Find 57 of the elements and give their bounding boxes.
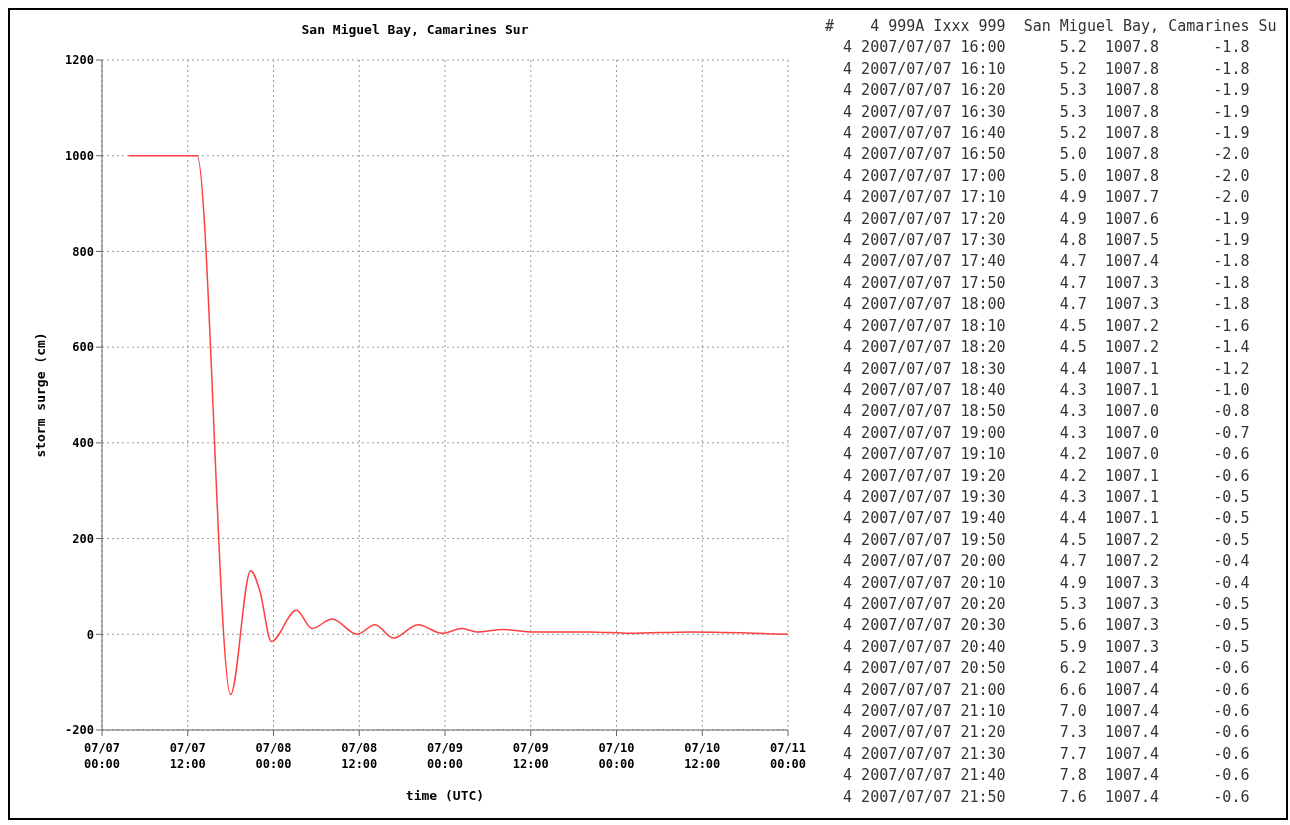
- text: 4 2007/07/07 17:50 4.7 1007.3 -1.8: [842, 272, 1251, 294]
- text: 4 2007/07/07 21:00 6.6 1007.4 -0.6: [842, 679, 1251, 701]
- y-tick-label: 0: [86, 627, 94, 642]
- text: 4 2007/07/07 16:20 5.3 1007.8 -1.9: [842, 80, 1251, 102]
- text: 4 2007/07/07 16:50 5.0 1007.8 -2.0: [842, 144, 1251, 166]
- text: 4 2007/07/07 20:20 5.3 1007.3 -0.5: [842, 593, 1251, 615]
- text: 4 2007/07/07 21:40 7.8 1007.4 -0.6: [842, 765, 1251, 787]
- text: 4 2007/07/07 16:10 5.2 1007.8 -1.8: [842, 58, 1251, 80]
- text: 4 2007/07/07 19:10 4.2 1007.0 -0.6: [842, 444, 1251, 466]
- text: 4 2007/07/07 21:20 7.3 1007.4 -0.6: [842, 722, 1251, 744]
- x-tick-label: 07/08 00:00: [255, 741, 292, 771]
- text: 4 2007/07/07 17:30 4.8 1007.5 -1.9: [842, 230, 1251, 252]
- y-tick-label: 1200: [65, 53, 94, 68]
- y-tick-label: 800: [72, 244, 94, 259]
- text: 4 2007/07/07 21:50 7.6 1007.4 -0.6: [842, 786, 1251, 808]
- x-tick-label: 07/08 12:00: [341, 741, 378, 771]
- text: 4 2007/07/07 17:40 4.7 1007.4 -1.8: [842, 251, 1251, 273]
- x-tick-label: 07/10 12:00: [684, 741, 721, 771]
- x-tick-label: 07/11 00:00: [769, 741, 807, 771]
- text: 4 2007/07/07 19:00 4.3 1007.0 -0.7: [842, 422, 1251, 444]
- text: 4 2007/07/07 21:30 7.7 1007.4 -0.6: [842, 743, 1251, 765]
- text: 4 2007/07/07 16:40 5.2 1007.8 -1.9: [842, 123, 1251, 145]
- y-axis-title: storm surge (cm): [32, 332, 48, 458]
- text: 4 2007/07/07 18:00 4.7 1007.3 -1.8: [842, 294, 1251, 316]
- x-tick-label: 07/07 00:00: [83, 741, 121, 771]
- y-tick-label: 600: [72, 340, 94, 355]
- text: 4 2007/07/07 19:20 4.2 1007.1 -0.6: [842, 465, 1251, 487]
- text: 4 2007/07/07 17:20 4.9 1007.6 -1.9: [842, 208, 1251, 230]
- x-tick-label: 07/09 12:00: [512, 741, 549, 771]
- text: 4 2007/07/07 20:00 4.7 1007.2 -0.4: [842, 551, 1251, 573]
- y-tick-label: 200: [72, 531, 94, 546]
- text: 4 2007/07/07 18:20 4.5 1007.2 -1.4: [842, 337, 1251, 359]
- text: 4 2007/07/07 19:50 4.5 1007.2 -0.5: [842, 529, 1251, 551]
- y-tick-label: 1000: [65, 148, 94, 163]
- text: 4 2007/07/07 19:40 4.4 1007.1 -0.5: [842, 508, 1251, 530]
- x-tick-label: 07/07 12:00: [169, 741, 206, 771]
- text: 4 2007/07/07 16:30 5.3 1007.8 -1.9: [842, 101, 1251, 123]
- x-tick-label: 07/09 00:00: [426, 741, 464, 771]
- chart-title: San Miguel Bay, Camarines Sur: [300, 22, 530, 37]
- text: 4 2007/07/07 18:30 4.4 1007.1 -1.2: [842, 358, 1251, 380]
- text: 4 2007/07/07 18:50 4.3 1007.0 -0.8: [842, 401, 1251, 423]
- text: 4 2007/07/07 21:10 7.0 1007.4 -0.6: [842, 701, 1251, 722]
- x-axis-title: time (UTC): [405, 788, 485, 803]
- x-tick-label: 07/10 00:00: [598, 741, 635, 771]
- text: # 4 999A Ixxx 999 San Miguel Bay, Camarines Su: [825, 16, 1278, 37]
- y-tick-label: -200: [65, 723, 94, 738]
- text: 4 2007/07/07 20:10 4.9 1007.3 -0.4: [842, 572, 1251, 594]
- text: 4 2007/07/07 20:50 6.2 1007.4 -0.6: [842, 658, 1251, 680]
- text: 4 2007/07/07 18:10 4.5 1007.2 -1.6: [842, 315, 1251, 337]
- text: 4 2007/07/07 20:40 5.9 1007.3 -0.5: [842, 636, 1251, 658]
- text: 4 2007/07/07 18:40 4.3 1007.1 -1.0: [842, 379, 1251, 401]
- text: 4 2007/07/07 20:30 5.6 1007.3 -0.5: [842, 615, 1251, 637]
- text: 4 2007/07/07 17:10 4.9 1007.7 -2.0: [842, 187, 1251, 209]
- text: 4 2007/07/07 16:00 5.2 1007.8 -1.8: [842, 37, 1251, 59]
- text: 4 2007/07/07 19:30 4.3 1007.1 -0.5: [842, 486, 1251, 508]
- y-tick-label: 400: [72, 436, 94, 451]
- text: 4 2007/07/07 17:00 5.0 1007.8 -2.0: [842, 165, 1251, 187]
